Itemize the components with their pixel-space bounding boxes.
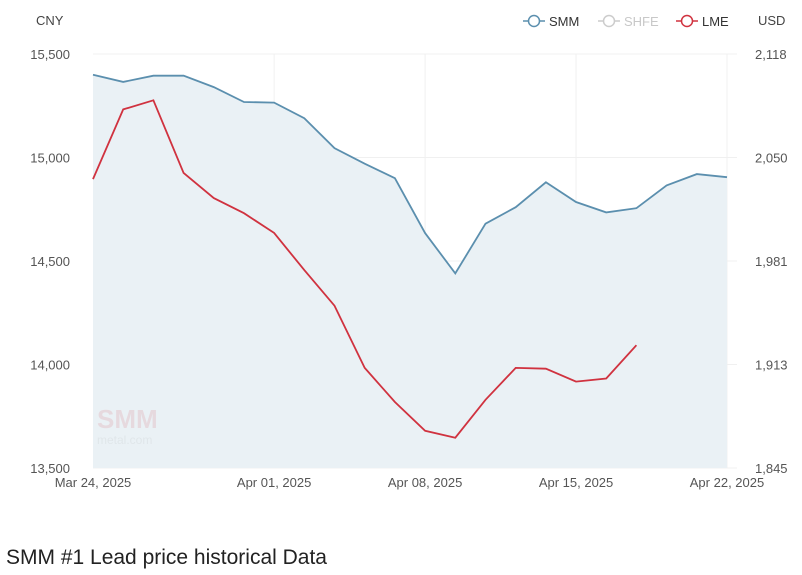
legend-circle-icon bbox=[680, 14, 694, 28]
legend-circle-icon bbox=[527, 14, 541, 28]
x-axis: Mar 24, 2025 Apr 01, 2025 Apr 08, 2025 Apr … bbox=[55, 475, 765, 490]
legend: SMM SHFE LME bbox=[523, 14, 729, 29]
svg-text:SMM: SMM bbox=[97, 404, 158, 434]
series-line-smm bbox=[92, 73, 728, 276]
watermark-logo: SMM metal.com bbox=[97, 404, 158, 447]
left-tick-label: 15,500 bbox=[30, 47, 70, 62]
price-chart: SMM metal.com 15,500 15,000 14,500 14,000 13… bbox=[30, 13, 788, 490]
right-axis-unit: USD bbox=[758, 13, 785, 28]
left-tick-label: 14,000 bbox=[30, 358, 70, 373]
right-tick-label: 1,981 bbox=[755, 254, 788, 269]
left-tick-label: 15,000 bbox=[30, 151, 70, 166]
x-tick-label: Apr 22, 2025 bbox=[690, 475, 764, 490]
right-tick-label: 2,118 bbox=[755, 47, 787, 62]
x-tick-label: Apr 08, 2025 bbox=[388, 475, 462, 490]
x-tick-label: Mar 24, 2025 bbox=[55, 475, 132, 490]
legend-item-shfe[interactable]: SHFE bbox=[598, 14, 659, 29]
x-tick-label: Apr 15, 2025 bbox=[539, 475, 613, 490]
legend-label: SMM bbox=[549, 14, 579, 29]
svg-text:metal.com: metal.com bbox=[97, 433, 152, 447]
section-title: SMM #1 Lead price historical Data bbox=[6, 546, 327, 569]
right-tick-label: 2,050 bbox=[755, 151, 788, 166]
right-tick-label: 1,913 bbox=[755, 358, 788, 373]
legend-circle-icon bbox=[602, 14, 616, 28]
x-tick-label: Apr 01, 2025 bbox=[237, 475, 311, 490]
legend-item-smm[interactable]: SMM bbox=[523, 14, 579, 29]
series-line-lme bbox=[92, 99, 638, 439]
right-tick-label: 1,845 bbox=[755, 461, 788, 476]
smm-area bbox=[93, 74, 727, 468]
left-axis-unit: CNY bbox=[36, 13, 64, 28]
left-axis: 15,500 15,000 14,500 14,000 13,500 bbox=[30, 47, 70, 476]
right-axis: 2,118 2,050 1,981 1,913 1,845 bbox=[755, 47, 788, 476]
left-tick-label: 14,500 bbox=[30, 254, 70, 269]
legend-label: SHFE bbox=[624, 14, 659, 29]
left-tick-label: 13,500 bbox=[30, 461, 70, 476]
legend-item-lme[interactable]: LME bbox=[676, 14, 729, 29]
legend-label: LME bbox=[702, 14, 729, 29]
